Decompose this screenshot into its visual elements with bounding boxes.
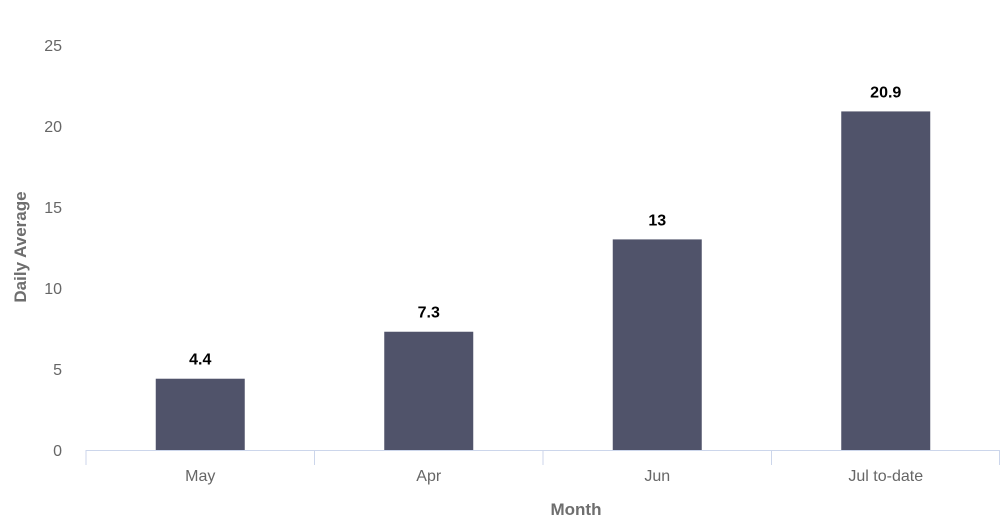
y-tick-label: 10 bbox=[44, 281, 62, 298]
bar[interactable] bbox=[155, 378, 245, 450]
data-label: 13 bbox=[648, 212, 666, 229]
bar[interactable] bbox=[384, 331, 474, 450]
bar[interactable] bbox=[612, 239, 702, 450]
y-tick-label: 5 bbox=[53, 362, 62, 379]
bar[interactable] bbox=[841, 111, 931, 451]
x-tick-label: Jun bbox=[644, 468, 670, 485]
data-label: 7.3 bbox=[418, 305, 440, 322]
data-label: 4.4 bbox=[189, 352, 211, 369]
x-axis bbox=[85, 450, 1000, 465]
y-axis-title: Daily Average bbox=[11, 191, 30, 302]
x-axis-ticks: May Apr Jun Jul to-date bbox=[185, 468, 923, 485]
bars bbox=[155, 111, 931, 451]
y-tick-label: 0 bbox=[53, 443, 62, 460]
y-tick-label: 25 bbox=[44, 38, 62, 55]
data-labels: 4.4 7.3 13 20.9 bbox=[189, 84, 901, 368]
x-tick-label: May bbox=[185, 468, 215, 485]
x-tick-label: Apr bbox=[416, 468, 442, 485]
x-axis-title: Month bbox=[551, 500, 602, 519]
y-tick-label: 20 bbox=[44, 119, 62, 136]
y-axis-ticks: 0 5 10 15 20 25 bbox=[44, 38, 62, 460]
data-label: 20.9 bbox=[870, 84, 901, 101]
x-tick-label: Jul to-date bbox=[848, 468, 923, 485]
y-tick-label: 15 bbox=[44, 200, 62, 217]
